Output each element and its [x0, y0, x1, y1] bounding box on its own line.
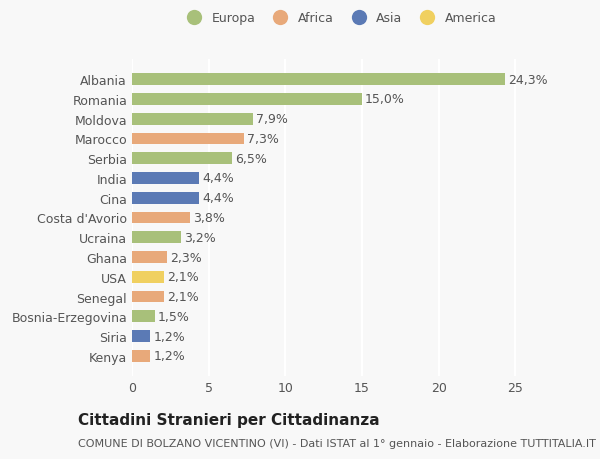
- Text: 15,0%: 15,0%: [365, 93, 405, 106]
- Text: 1,2%: 1,2%: [154, 350, 185, 363]
- Bar: [132, 232, 181, 244]
- Text: 6,5%: 6,5%: [235, 152, 266, 165]
- Text: 4,4%: 4,4%: [203, 192, 234, 205]
- Text: 7,9%: 7,9%: [256, 113, 288, 126]
- Bar: [132, 330, 151, 342]
- Bar: [132, 291, 164, 303]
- Text: Cittadini Stranieri per Cittadinanza: Cittadini Stranieri per Cittadinanza: [78, 413, 380, 428]
- Bar: [132, 133, 244, 145]
- Text: 2,3%: 2,3%: [170, 251, 202, 264]
- Bar: [132, 311, 155, 323]
- Text: 3,8%: 3,8%: [193, 212, 225, 224]
- Text: 3,2%: 3,2%: [184, 231, 216, 244]
- Text: 24,3%: 24,3%: [508, 73, 547, 86]
- Text: 4,4%: 4,4%: [203, 172, 234, 185]
- Bar: [132, 252, 167, 263]
- Bar: [132, 74, 505, 86]
- Bar: [132, 192, 199, 204]
- Text: 2,1%: 2,1%: [167, 271, 199, 284]
- Text: 1,2%: 1,2%: [154, 330, 185, 343]
- Bar: [132, 153, 232, 165]
- Bar: [132, 94, 362, 106]
- Text: COMUNE DI BOLZANO VICENTINO (VI) - Dati ISTAT al 1° gennaio - Elaborazione TUTTI: COMUNE DI BOLZANO VICENTINO (VI) - Dati …: [78, 438, 596, 448]
- Bar: [132, 212, 190, 224]
- Bar: [132, 350, 151, 362]
- Bar: [132, 271, 164, 283]
- Bar: [132, 113, 253, 125]
- Legend: Europa, Africa, Asia, America: Europa, Africa, Asia, America: [181, 12, 497, 25]
- Bar: [132, 173, 199, 185]
- Text: 1,5%: 1,5%: [158, 310, 190, 323]
- Text: 7,3%: 7,3%: [247, 133, 279, 146]
- Text: 2,1%: 2,1%: [167, 291, 199, 303]
